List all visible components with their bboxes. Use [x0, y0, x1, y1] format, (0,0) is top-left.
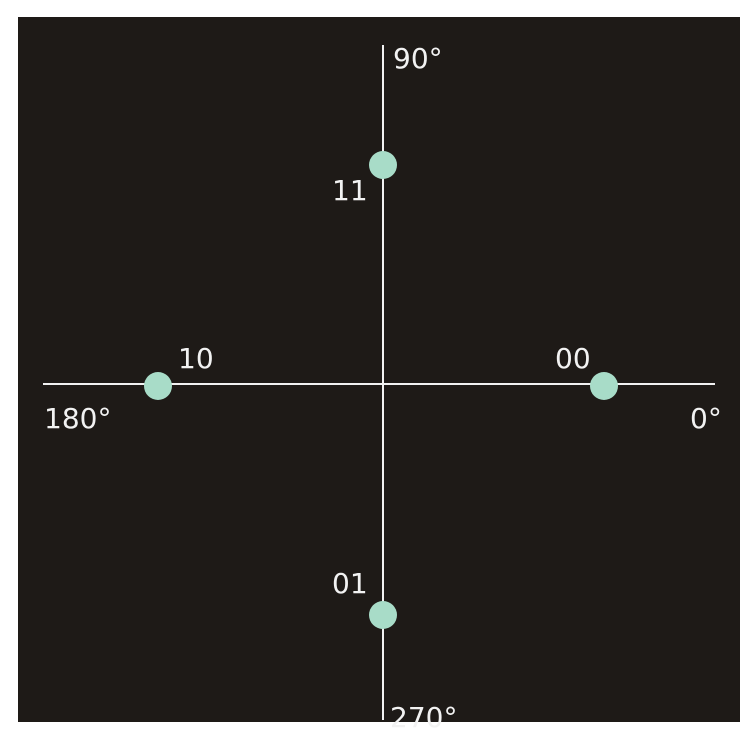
point-label: 11 — [332, 174, 368, 207]
point-label: 01 — [332, 567, 368, 600]
axis-label: 180° — [44, 402, 111, 435]
axis-label: 0° — [690, 402, 722, 435]
point — [369, 601, 397, 629]
point — [590, 372, 618, 400]
point — [144, 372, 172, 400]
point — [369, 151, 397, 179]
point-label: 00 — [555, 342, 591, 375]
point-label: 10 — [178, 342, 214, 375]
axis-label: 270° — [390, 701, 457, 734]
axis-label: 90° — [393, 42, 443, 75]
